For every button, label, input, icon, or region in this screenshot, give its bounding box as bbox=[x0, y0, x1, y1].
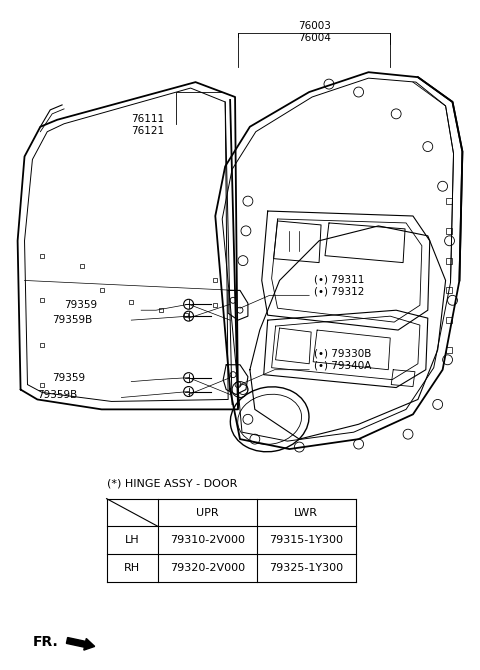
Text: 76003
76004: 76003 76004 bbox=[298, 21, 331, 43]
Bar bbox=[129, 300, 133, 304]
Text: (•) 79330B
(•) 79340A: (•) 79330B (•) 79340A bbox=[314, 348, 372, 371]
Text: FR.: FR. bbox=[33, 635, 58, 649]
Text: 79320-2V000: 79320-2V000 bbox=[170, 563, 245, 573]
Bar bbox=[100, 288, 104, 292]
Bar bbox=[80, 263, 84, 267]
Text: 79325-1Y300: 79325-1Y300 bbox=[269, 563, 343, 573]
Bar bbox=[445, 347, 452, 353]
Text: RH: RH bbox=[124, 563, 140, 573]
Bar bbox=[445, 317, 452, 323]
Text: 79315-1Y300: 79315-1Y300 bbox=[269, 535, 343, 545]
Bar bbox=[184, 313, 188, 317]
Text: LWR: LWR bbox=[294, 507, 318, 517]
Text: 79359B: 79359B bbox=[52, 315, 93, 325]
Bar bbox=[40, 343, 44, 347]
Bar bbox=[213, 279, 217, 283]
Text: 79359: 79359 bbox=[52, 373, 85, 383]
Bar bbox=[213, 304, 217, 308]
Bar bbox=[159, 308, 163, 312]
Text: LH: LH bbox=[125, 535, 140, 545]
Text: 76111
76121: 76111 76121 bbox=[131, 114, 164, 136]
Text: (•) 79311
(•) 79312: (•) 79311 (•) 79312 bbox=[314, 274, 364, 297]
Bar bbox=[445, 228, 452, 234]
Text: (*) HINGE ASSY - DOOR: (*) HINGE ASSY - DOOR bbox=[107, 478, 237, 488]
Bar bbox=[445, 258, 452, 263]
Bar bbox=[40, 298, 44, 302]
Bar bbox=[40, 383, 44, 387]
Text: 79359B: 79359B bbox=[37, 389, 78, 399]
Text: UPR: UPR bbox=[196, 507, 219, 517]
Bar bbox=[445, 287, 452, 293]
Text: 79310-2V000: 79310-2V000 bbox=[170, 535, 245, 545]
Bar bbox=[40, 254, 44, 258]
Text: 79359: 79359 bbox=[64, 300, 97, 310]
Bar bbox=[445, 198, 452, 204]
FancyArrow shape bbox=[66, 638, 95, 650]
